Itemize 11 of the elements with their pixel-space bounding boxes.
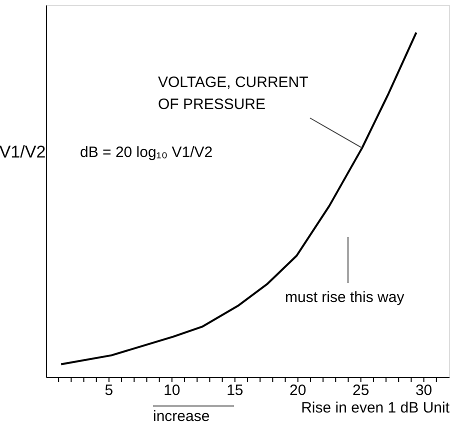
x-tick-label: 30 xyxy=(415,382,432,399)
x-tick-label: 25 xyxy=(352,382,370,399)
annotation: VOLTAGE, CURRENT OF PRESSURE xyxy=(158,74,308,113)
x-axis-title: Rise in even 1 dB Unit xyxy=(301,400,450,416)
text: increase xyxy=(153,408,210,425)
x-tick-label: 15 xyxy=(226,382,244,399)
x-tick-label: 5 xyxy=(104,382,114,399)
annotation: must rise this way xyxy=(285,289,405,306)
x-tick-label: 20 xyxy=(290,382,306,399)
annotation: dB = 20 log₁₀ V1/V2 xyxy=(80,144,213,161)
x-tick-label: 10 xyxy=(164,382,180,399)
